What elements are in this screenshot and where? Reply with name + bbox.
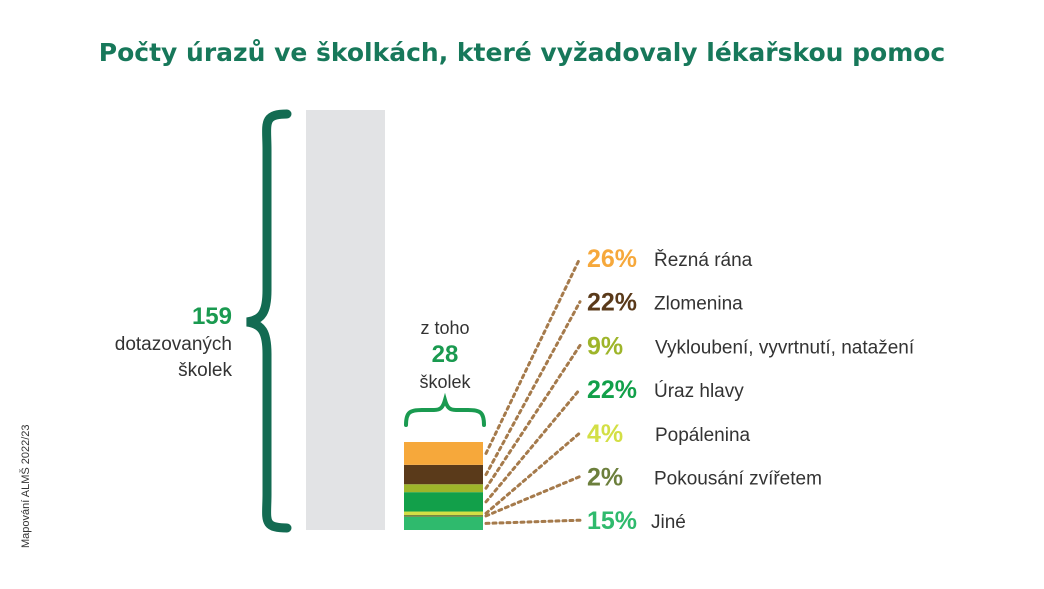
leader-line-5 [484,431,582,515]
category-label-1: Řezná rána [654,249,753,271]
subset-schools-text: školek [419,372,471,392]
segment-6 [404,515,483,517]
subset-schools-label: z toho 28 školek [396,316,494,394]
total-schools-text-1: dotazovaných [114,334,232,355]
total-schools-label: 159 dotazovaných školek [60,302,232,384]
segment-2 [404,464,483,485]
segment-5 [404,511,483,516]
subset-prefix: z toho [420,318,470,338]
leader-line-4 [484,387,582,504]
subset-schools-value: 28 [431,341,459,368]
value-label-4: 22% [587,376,637,404]
chart-title: Počty úrazů ve školkách, které vyžadoval… [98,38,946,67]
category-label-6: Pokousání zvířetem [654,469,822,490]
category-label-2: Zlomenina [654,294,743,315]
total-schools-bar [306,110,385,530]
segment-7 [404,516,483,530]
source-note: Mapování ALMŠ 2022/23 [20,424,32,548]
leader-line-7 [484,518,582,525]
value-label-2: 22% [587,289,637,317]
segment-1 [404,442,483,465]
small-brace [404,392,486,427]
leader-line-3 [484,343,582,490]
value-label-7: 15% [587,507,637,535]
value-label-5: 4% [587,420,623,448]
segment-3 [404,484,483,493]
total-schools-text-2: školek [178,360,232,381]
value-label-3: 9% [587,332,623,360]
segment-4 [404,492,483,512]
category-label-3: Vykloubení, vyvrtnutí, natažení [655,337,915,358]
category-label-7: Jiné [651,512,686,533]
leader-line-1 [484,256,582,455]
large-brace [246,109,292,533]
leader-line-2 [484,300,582,477]
value-label-1: 26% [587,245,637,273]
value-label-6: 2% [587,464,623,492]
total-schools-value: 159 [191,303,232,330]
leader-line-6 [484,475,582,518]
category-label-5: Popálenina [655,425,751,446]
category-label-4: Úraz hlavy [654,380,744,402]
